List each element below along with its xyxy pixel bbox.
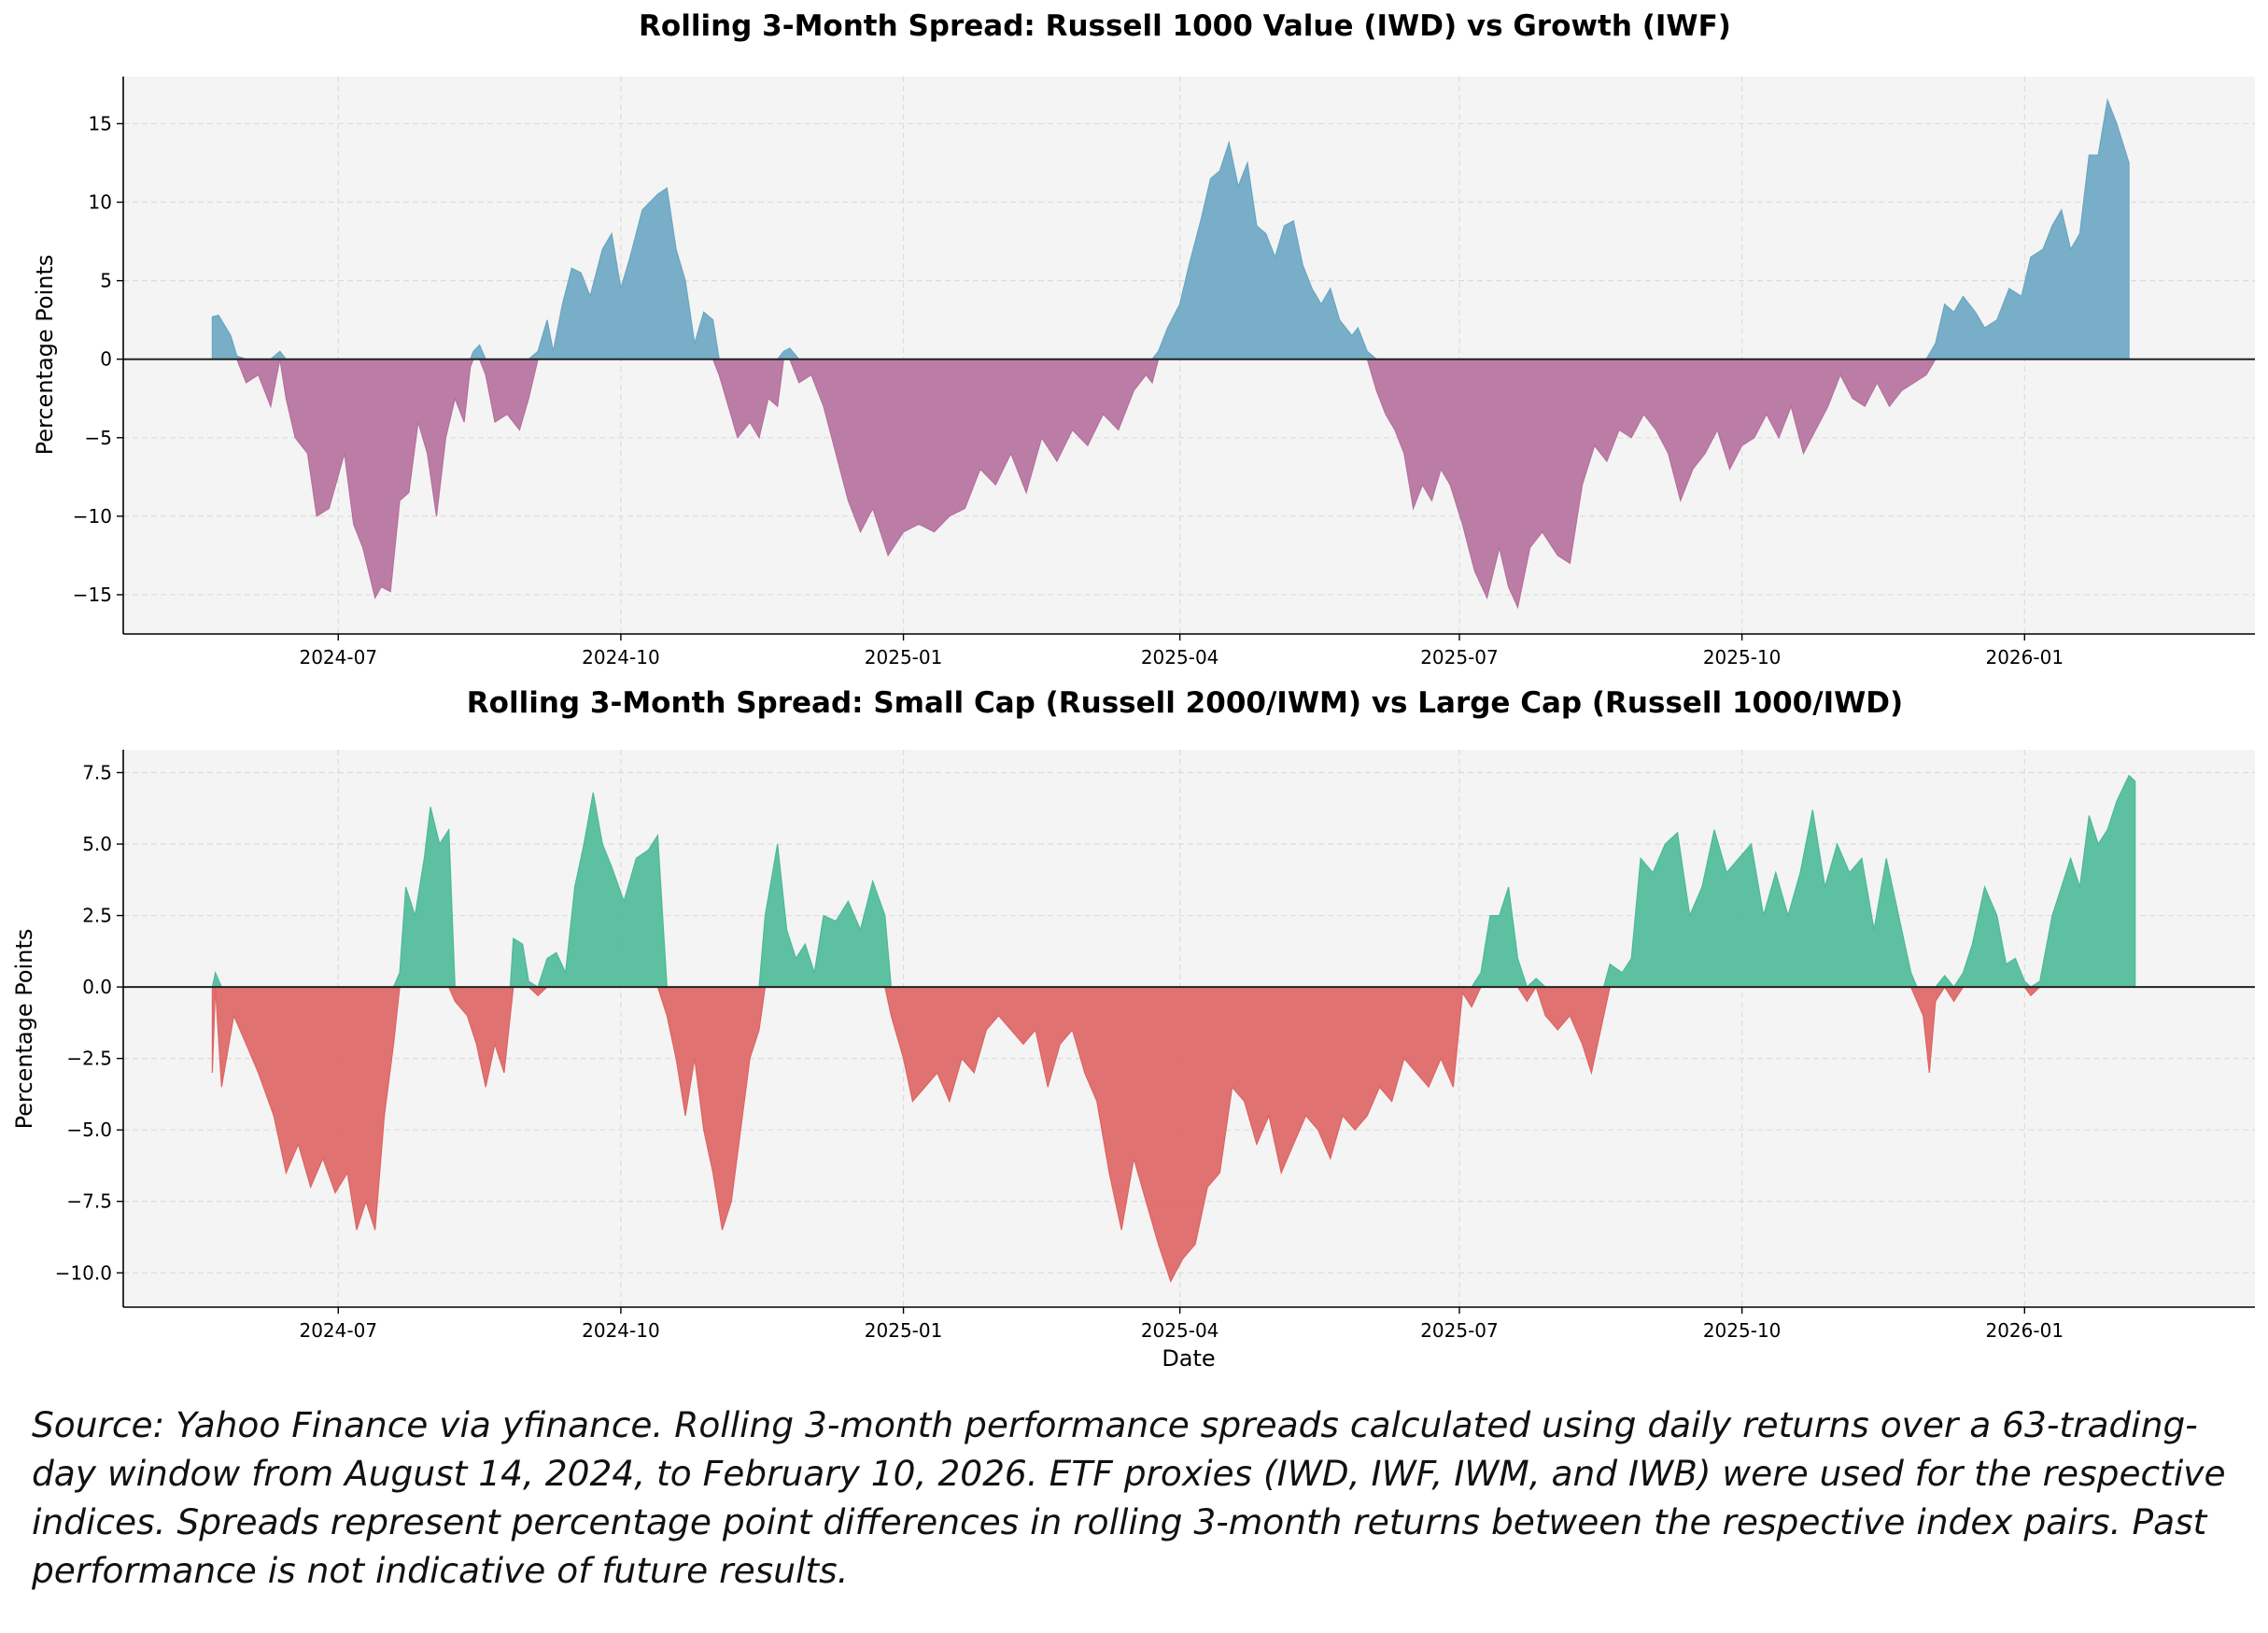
chart-title: Rolling 3-Month Spread: Small Cap (Russe… [467,686,1903,720]
y-tick-label: 2.5 [82,905,112,927]
x-tick-label: 2024-07 [299,646,377,669]
y-tick-label: 0.0 [82,976,112,998]
y-tick-label: −15 [73,584,112,606]
source-caption: Source: Yahoo Finance via yfinance. Roll… [32,1404,2226,1591]
y-ticks: −10.0 −7.5 −5.0 −2.5 0.0 2.5 5.0 7.5 [55,761,123,1284]
x-tick-label: 2026-01 [1985,1319,2064,1342]
small-vs-large-cap-chart: Rolling 3-Month Spread: Small Cap (Russe… [11,686,2255,1372]
value-vs-growth-chart: Rolling 3-Month Spread: Russell 1000 Val… [32,9,2255,669]
x-tick-label: 2025-01 [865,646,943,669]
chart-title: Rolling 3-Month Spread: Russell 1000 Val… [639,9,1731,43]
x-tick-label: 2024-10 [582,646,660,669]
y-tick-label: 10 [89,191,112,214]
y-tick-label: 0 [100,348,112,371]
axes [122,750,2255,1308]
x-axis-label: Date [1162,1345,1215,1372]
x-tick-label: 2025-04 [1141,646,1219,669]
x-tick-label: 2025-10 [1703,1319,1782,1342]
x-tick-label: 2024-10 [582,1319,660,1342]
x-tick-label: 2025-04 [1141,1319,1219,1342]
y-axis-label: Percentage Points [32,255,58,456]
x-ticks: 2024-07 2024-10 2025-01 2025-04 2025-07 2025-… [299,1307,2064,1342]
x-tick-label: 2026-01 [1985,646,2064,669]
x-tick-label: 2025-10 [1703,646,1782,669]
y-tick-label: 15 [89,112,112,134]
y-tick-label: −2.5 [66,1048,112,1070]
x-tick-label: 2024-07 [299,1319,377,1342]
y-tick-label: 5 [100,270,112,292]
y-tick-label: −5 [85,427,112,449]
y-tick-label: 5.0 [82,833,112,855]
axes [122,77,2255,635]
x-ticks: 2024-07 2024-10 2025-01 2025-04 2025-07 2025-… [299,634,2064,669]
x-tick-label: 2025-07 [1420,1319,1499,1342]
y-tick-label: −10.0 [55,1261,112,1284]
spread-area [123,774,2255,1283]
x-tick-label: 2025-07 [1420,646,1499,669]
x-tick-label: 2025-01 [865,1319,943,1342]
y-tick-label: −7.5 [66,1190,112,1213]
y-tick-label: 7.5 [82,761,112,783]
y-tick-label: −10 [73,505,112,528]
y-tick-label: −5.0 [66,1119,112,1141]
y-ticks: −15 −10 −5 0 5 10 15 [73,112,123,606]
y-axis-label: Percentage Points [11,929,37,1130]
spread-area [123,97,2255,610]
